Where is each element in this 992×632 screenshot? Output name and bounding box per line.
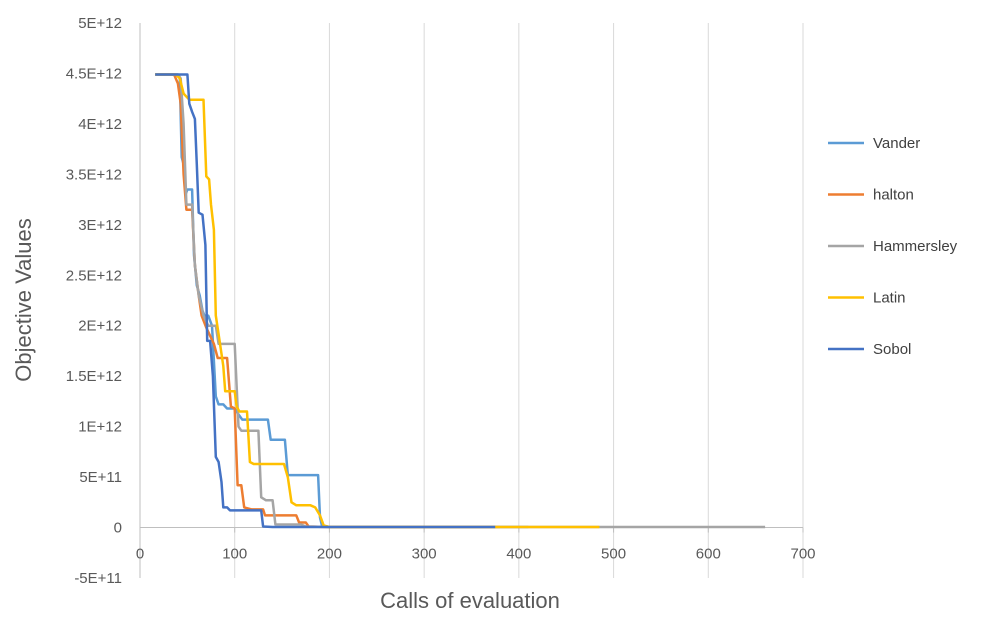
legend-label-hammersley: Hammersley: [873, 238, 958, 255]
y-tick-label: 4E+12: [78, 116, 122, 133]
y-tick-label: 5E+11: [79, 469, 122, 486]
y-tick-label: 3E+12: [78, 217, 122, 234]
y-tick-label: 2E+12: [78, 318, 122, 335]
axes: [139, 23, 804, 578]
x-tick-label: 0: [136, 546, 144, 563]
legend-label-vander: Vander: [873, 135, 920, 152]
x-axis-title: Calls of evaluation: [380, 588, 560, 613]
y-tick-label: 4.5E+12: [66, 65, 122, 82]
y-tick-label: 5E+12: [78, 15, 122, 32]
series-line-sobol: [155, 73, 496, 529]
gridlines: [234, 23, 804, 578]
series-line-latin: [155, 73, 600, 529]
y-tick-label: 3.5E+12: [66, 166, 122, 183]
x-tick-label: 300: [412, 546, 437, 563]
x-tick-label: 700: [790, 546, 815, 563]
y-tick-label: -5E+11: [74, 570, 122, 587]
tick-labels: 0 100 200 300 400 500 600 700 -5E+11 0 5E+11 1E+12 1…: [66, 15, 816, 587]
legend-label-sobol: Sobol: [873, 341, 911, 358]
y-tick-label: 0: [114, 520, 122, 537]
y-tick-label: 2.5E+12: [66, 267, 122, 284]
legend: Vander halton Hammersley Latin Sobol: [828, 135, 958, 358]
y-axis-title: Objective Values: [11, 218, 36, 381]
series-line-vander: [155, 73, 529, 529]
x-tick-label: 100: [222, 546, 247, 563]
series-lines: [155, 73, 766, 529]
series-line-hammersley: [155, 73, 766, 529]
x-tick-label: 400: [506, 546, 531, 563]
x-tick-label: 600: [696, 546, 721, 563]
legend-label-halton: halton: [873, 187, 914, 204]
legend-label-latin: Latin: [873, 290, 906, 307]
x-tick-label: 200: [317, 546, 342, 563]
y-tick-label: 1E+12: [78, 419, 122, 436]
x-tick-label: 500: [601, 546, 626, 563]
y-tick-label: 1.5E+12: [66, 368, 122, 385]
